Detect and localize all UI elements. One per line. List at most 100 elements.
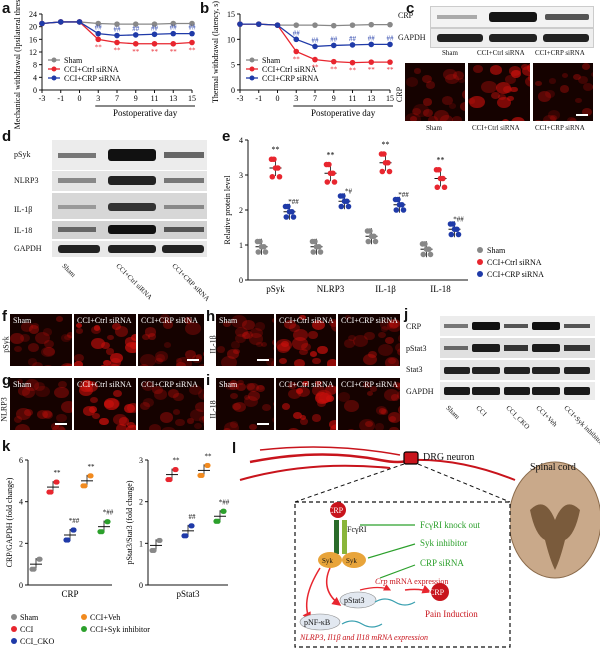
syk-enzyme <box>318 552 342 568</box>
if-cell <box>376 405 388 415</box>
spinal-label: Spinal cord <box>530 462 576 473</box>
panel-c-row-crp: CRP <box>398 11 414 20</box>
data-point <box>151 21 158 27</box>
crp-protein <box>330 502 346 518</box>
if-cell <box>24 379 40 391</box>
panel-c-if-crp: CCI+CRP siRNA <box>535 124 585 132</box>
if-cell <box>344 339 355 348</box>
if-cell <box>101 341 110 349</box>
data-point <box>372 238 379 245</box>
data-point <box>349 22 356 28</box>
blot-d-nlrp3 <box>52 171 207 191</box>
data-point <box>65 537 71 543</box>
panel-j-row-1: pStat3 <box>406 344 427 353</box>
nlrp-mrna-label: NLRP3, Il1β and Il18 mRNA expression <box>299 633 428 642</box>
if-cell <box>572 73 581 81</box>
pstat3-node <box>339 591 377 609</box>
legend-entry: CCI+CRP siRNA <box>64 74 121 83</box>
if-cell <box>233 348 240 354</box>
if-cell <box>28 325 40 334</box>
if-cell <box>163 341 171 348</box>
data-point <box>330 42 337 49</box>
if-cell <box>288 388 302 400</box>
if-cell <box>175 362 187 366</box>
sig-annotation: *# <box>345 187 353 195</box>
if-cell <box>286 427 300 430</box>
if-cell <box>226 348 240 359</box>
data-point <box>99 529 105 535</box>
if-cell <box>324 385 336 395</box>
if-cell <box>74 361 83 366</box>
if-g-crp-label: CCI+CRP siRNA <box>141 380 198 389</box>
if-cell <box>338 392 351 402</box>
sig-annotation: ## <box>293 29 301 37</box>
x-tick-label: IL-18 <box>430 284 451 294</box>
if-cell <box>380 319 394 330</box>
data-point <box>132 21 139 27</box>
if-cell <box>399 382 400 389</box>
sig-annotation: ** <box>88 463 96 471</box>
if-cell <box>183 317 193 324</box>
if-cell <box>201 414 204 423</box>
x-tick-label: pSyk <box>266 284 285 294</box>
y-tick-label: 3 <box>139 456 143 465</box>
blot-j-crp <box>440 316 595 336</box>
if-cell <box>386 319 400 332</box>
if-cell <box>250 327 263 338</box>
panel-j-label: j <box>404 306 409 323</box>
data-point <box>309 238 316 245</box>
data-point <box>364 228 371 234</box>
sig-annotation: ** <box>114 47 122 55</box>
panel-c-if-sham: Sham <box>426 124 442 132</box>
blot-c-crp <box>430 6 594 28</box>
if-cell <box>461 88 465 101</box>
if-cell <box>293 412 303 419</box>
if-cell <box>106 348 115 355</box>
if-cell <box>256 341 263 347</box>
if-cell <box>380 326 389 332</box>
legend-marker <box>51 66 57 72</box>
diagram-l: DRG neuron Spinal cord CRP FcγRI Syk Syk… <box>239 446 600 648</box>
data-point <box>95 36 102 43</box>
data-point <box>254 238 261 245</box>
if-cell <box>104 398 119 410</box>
if-cell <box>99 365 107 366</box>
if-cell <box>497 96 511 108</box>
y-tick-label: 10 <box>227 35 235 44</box>
if-g-crp: CCI+CRP siRNA <box>138 378 204 430</box>
if-cell <box>271 338 274 347</box>
if-cell <box>362 353 377 365</box>
if-cell <box>114 326 128 338</box>
if-cell <box>535 80 543 87</box>
if-cell <box>353 335 368 348</box>
panel-d-row-3: IL-18 <box>14 226 33 235</box>
if-cell <box>130 342 136 350</box>
sig-annotation: ** <box>189 47 197 55</box>
if-cell <box>14 345 22 352</box>
zoom-line <box>417 463 511 503</box>
nfkb-label: pNF-κB <box>304 618 330 627</box>
if-cell <box>247 391 261 402</box>
if-cell <box>425 80 436 89</box>
if-cell <box>216 346 225 353</box>
if-cell <box>391 394 400 401</box>
if-cell <box>34 331 51 345</box>
if-cell <box>439 114 453 121</box>
fcgr-receptor <box>334 520 339 554</box>
data-point <box>378 151 385 157</box>
if-cell <box>592 82 593 92</box>
if-cell <box>257 384 264 390</box>
if-cell <box>539 119 552 121</box>
if-cell <box>397 404 400 416</box>
data-point <box>310 249 317 255</box>
data-point <box>170 40 177 47</box>
sig-annotation: ** <box>95 43 103 51</box>
panel-a-label: a <box>2 0 11 17</box>
if-cell <box>61 334 71 342</box>
if-cell <box>185 322 201 335</box>
data-point <box>427 251 434 258</box>
data-point <box>293 22 300 28</box>
if-cell <box>312 385 326 396</box>
if-cell <box>103 360 111 366</box>
if-cell <box>582 82 593 91</box>
